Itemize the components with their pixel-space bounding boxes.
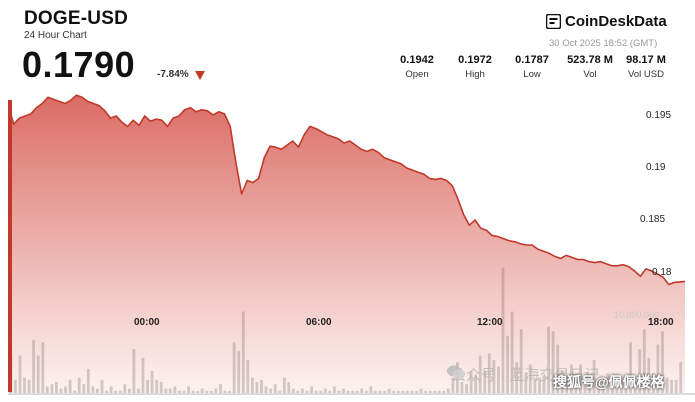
- wechat-watermark-text: 公众号 · 蓝海交易日记: [451, 367, 600, 384]
- stat-label: Vol: [583, 69, 597, 80]
- brand-name: CoinDeskData: [565, 13, 667, 30]
- y-tick-label: 0.19: [646, 162, 666, 173]
- brand-logo[interactable]: CoinDeskData: [546, 13, 667, 30]
- x-tick-label: 06:00: [306, 317, 332, 328]
- stat-vol: 523.78 M Vol: [562, 54, 618, 80]
- price-area: [10, 95, 685, 393]
- stat-label: Open: [405, 69, 429, 80]
- down-arrow-icon: [195, 71, 205, 80]
- stat-value: 0.1972: [458, 54, 492, 66]
- stat-vol-usd: 98.17 M Vol USD: [621, 54, 671, 80]
- stat-value: 0.1942: [400, 54, 434, 66]
- stat-value: 523.78 M: [567, 54, 613, 66]
- stat-label: High: [465, 69, 485, 80]
- price-change: -7.84%: [157, 69, 189, 80]
- stat-low: 0.1787 Low: [512, 54, 552, 80]
- x-tick-label: 12:00: [477, 317, 503, 328]
- x-tick-label: 00:00: [134, 317, 160, 328]
- stat-high: 0.1972 High: [455, 54, 495, 80]
- x-tick-label: 18:00: [648, 317, 674, 328]
- wechat-watermark: 公众号 · 蓝海交易日记: [446, 364, 599, 385]
- stat-label: Vol USD: [628, 69, 664, 80]
- chart-left-border: [8, 100, 12, 392]
- chart-subtitle: 24 Hour Chart: [24, 30, 87, 41]
- sohu-watermark: 搜狐号@佩佩楼格: [553, 374, 665, 390]
- current-price: 0.1790: [22, 44, 136, 85]
- price-line: [9, 94, 686, 286]
- stat-value: 98.17 M: [626, 54, 666, 66]
- timestamp: 30 Oct 2025 18:52 (GMT): [549, 38, 658, 49]
- volume-axis-label: 10,000,000: [614, 310, 660, 320]
- y-tick-label: 0.18: [652, 267, 672, 278]
- pair-title: DOGE-USD: [24, 8, 128, 29]
- stat-value: 0.1787: [515, 54, 549, 66]
- y-tick-label: 0.195: [646, 110, 672, 121]
- stat-label: Low: [523, 69, 541, 80]
- chart-baseline: [8, 393, 695, 395]
- stat-open: 0.1942 Open: [398, 54, 436, 80]
- y-tick-label: 0.185: [640, 214, 666, 225]
- coindesk-logo-icon: [546, 14, 561, 29]
